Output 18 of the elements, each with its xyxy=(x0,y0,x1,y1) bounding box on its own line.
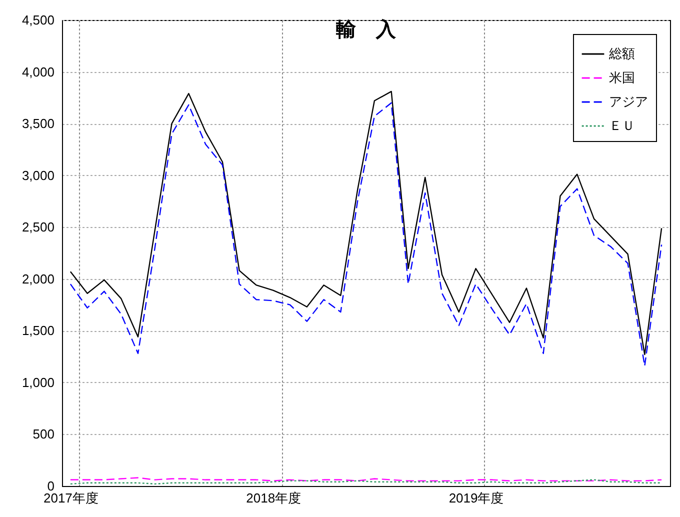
legend-label: 総額 xyxy=(608,46,635,61)
y-tick-label: 1,000 xyxy=(22,374,54,390)
x-tick-label: 2017年度 xyxy=(43,490,98,506)
x-tick-label: 2019年度 xyxy=(448,490,504,506)
y-tick-label: 3,500 xyxy=(22,116,54,132)
legend-label: アジア xyxy=(609,94,648,109)
legend-label: ＥＵ xyxy=(609,118,635,133)
y-tick-label: 3,000 xyxy=(22,168,54,183)
legend-label: 米国 xyxy=(609,70,635,85)
y-tick-label: 4,000 xyxy=(22,64,54,80)
y-tick-label: 0 xyxy=(47,478,54,494)
chart-title: 輸 入 xyxy=(335,18,397,41)
y-tick-label: 500 xyxy=(32,426,54,442)
y-tick-label: 1,500 xyxy=(22,323,54,338)
x-tick-label: 2018年度 xyxy=(246,490,302,506)
y-tick-label: 2,500 xyxy=(22,220,54,235)
y-tick-label: 2,000 xyxy=(22,271,54,286)
y-tick-label: 4,500 xyxy=(22,12,54,28)
